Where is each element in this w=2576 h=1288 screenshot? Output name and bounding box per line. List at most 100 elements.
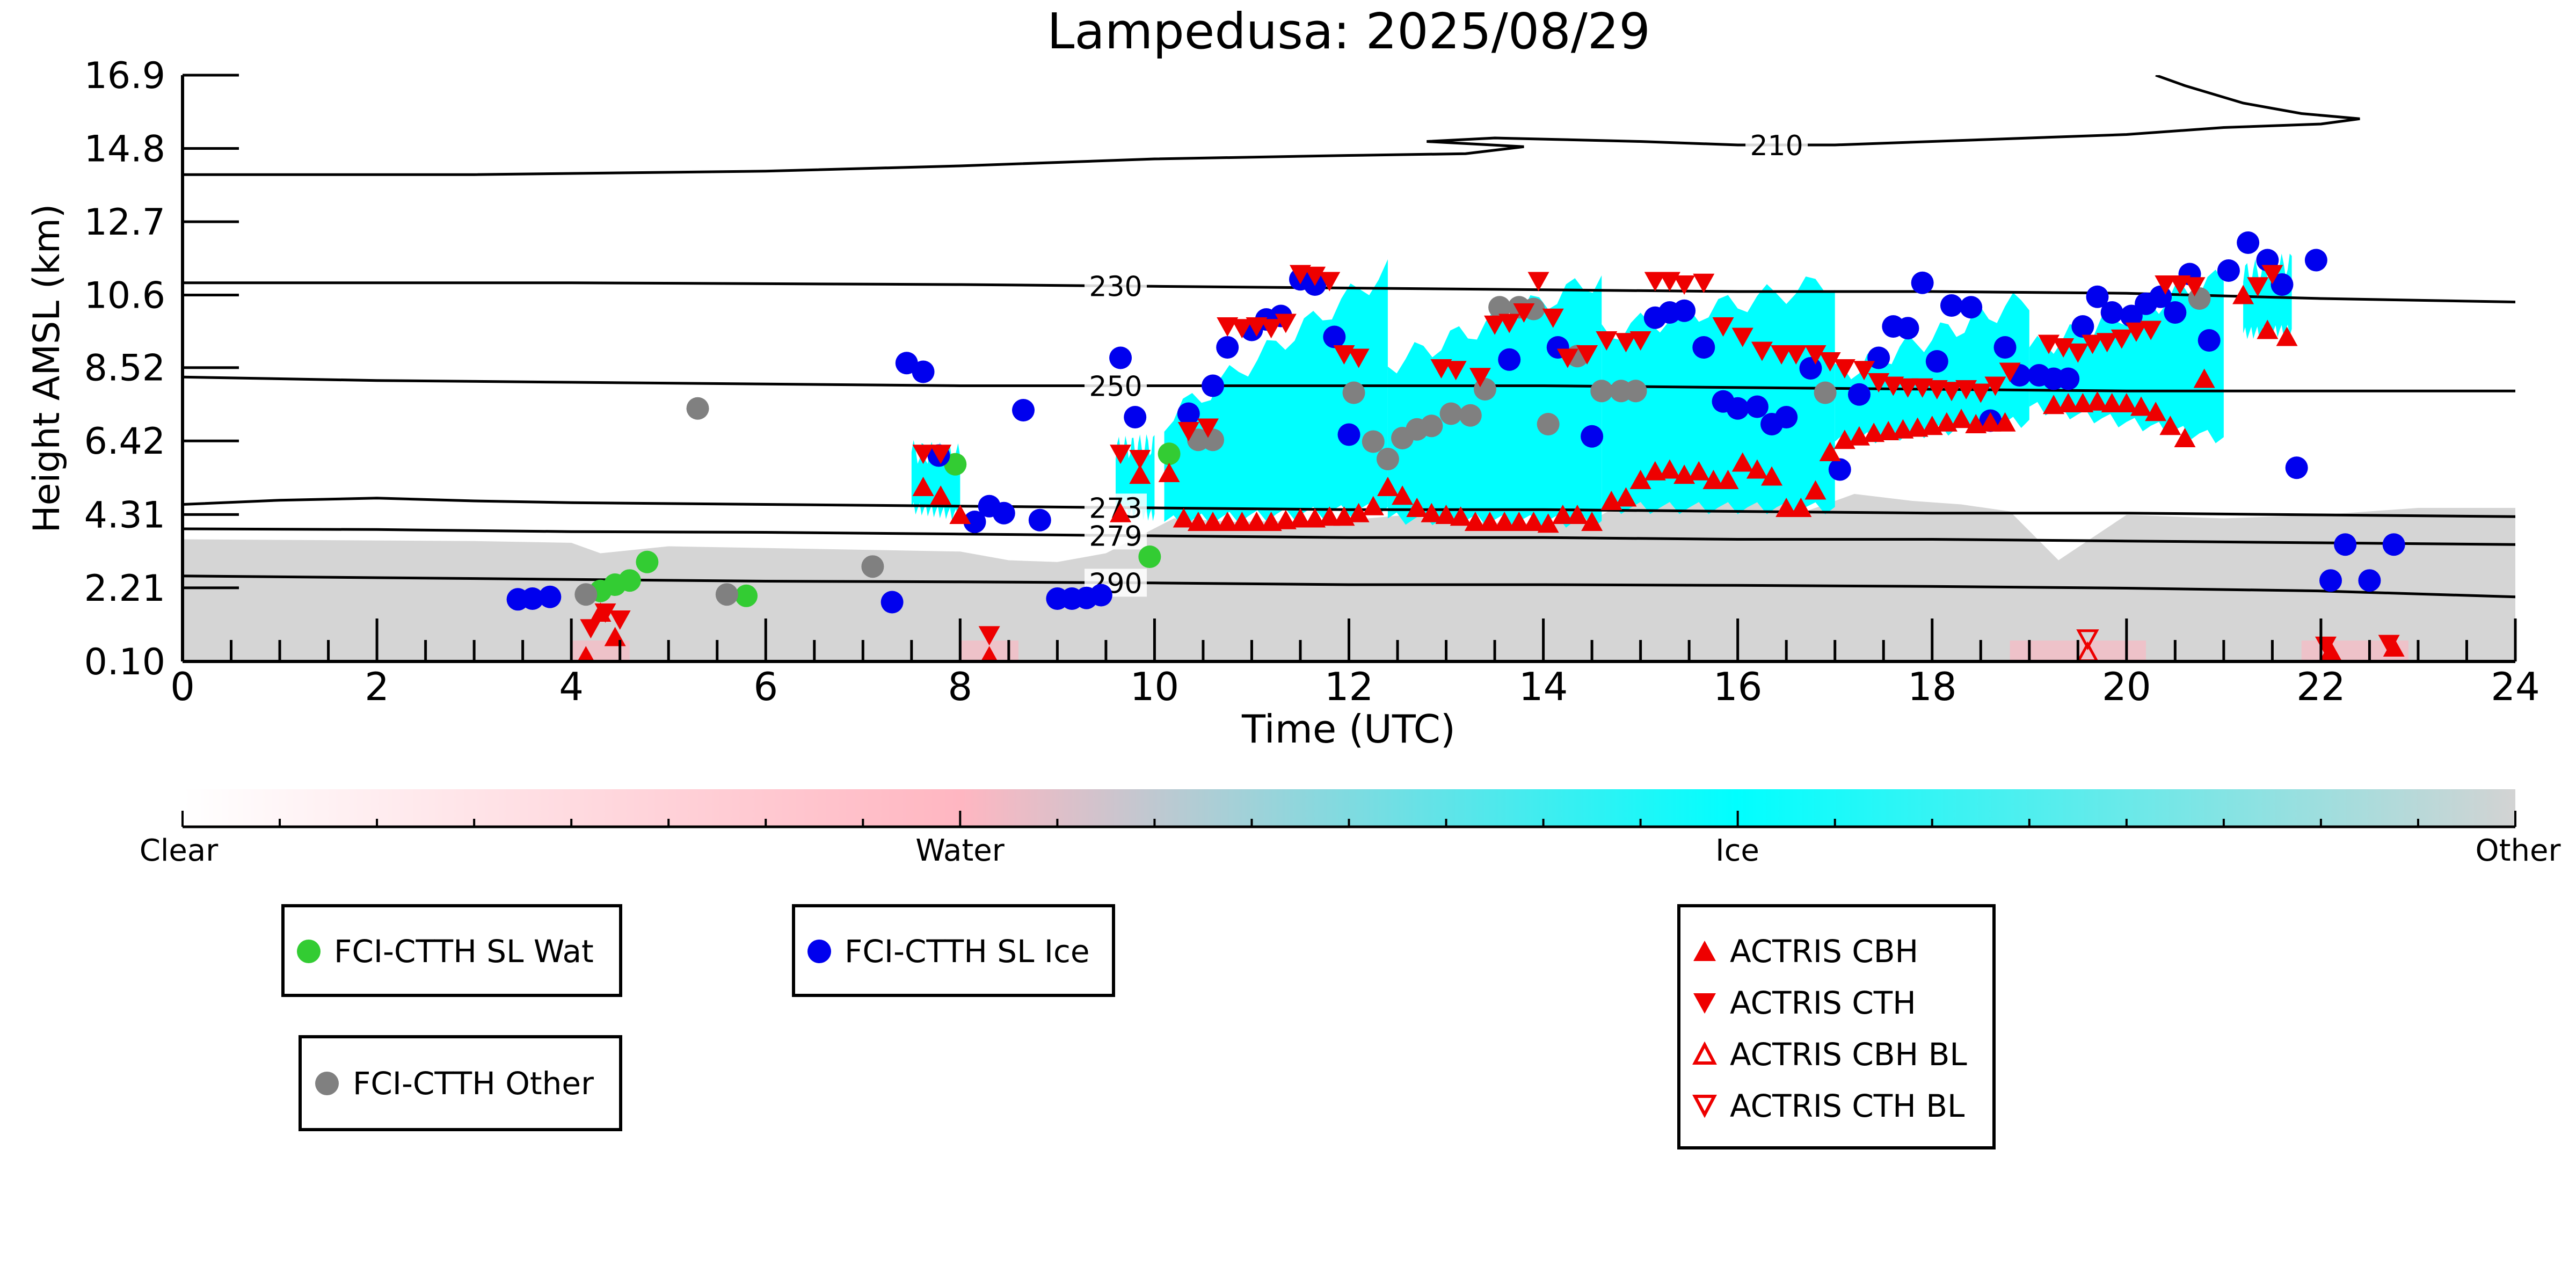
point-actris-cbh-48: [1731, 452, 1753, 472]
point-actris-cbh-17: [1275, 510, 1297, 529]
point-fci-ctth-sl-ice-11: [1028, 508, 1051, 532]
point-actris-cbh-66: [1994, 412, 2016, 432]
point-actris-cbh-31: [1479, 512, 1501, 531]
point-actris-cth-13: [1260, 319, 1282, 339]
point-fci-ctth-sl-ice-1: [521, 587, 544, 610]
contour-label-bg-279: [1085, 521, 1147, 550]
point-actris-cbh-40: [1615, 487, 1637, 507]
x-tick-label: 18: [1908, 664, 1957, 709]
point-actris-cbh-24: [1377, 477, 1399, 496]
point-actris-cbh-9: [1158, 463, 1180, 482]
point-fci-ctth-sl-ice-19: [1202, 374, 1225, 397]
point-actris-cth-8: [1177, 422, 1199, 441]
point-fci-ctth-sl-ice-36: [1726, 397, 1749, 420]
point-actris-cbh-43: [1658, 459, 1680, 479]
point-actris-cbh-76: [2174, 428, 2196, 447]
point-fci-ctth-other-6: [1342, 381, 1365, 404]
y-tick-label: 8.52: [84, 347, 165, 390]
legend-label-cbh: ACTRIS CBH: [1730, 933, 1918, 970]
point-actris-cth-38: [1731, 328, 1753, 347]
point-actris-cth-bl-0: [2076, 629, 2099, 650]
point-actris-cth-4: [930, 445, 952, 464]
point-fci-ctth-sl-ice-66: [2237, 231, 2260, 254]
x-tick-label: 8: [948, 664, 972, 709]
point-actris-cbh-63: [1951, 409, 1973, 428]
point-fci-ctth-sl-ice-3: [881, 591, 904, 614]
point-fci-ctth-sl-ice-34: [1692, 336, 1715, 359]
x-tick-label: 0: [170, 664, 195, 709]
point-actris-cth-58: [2067, 343, 2089, 363]
point-fci-ctth-sl-ice-71: [2319, 569, 2342, 592]
point-actris-cbh-74: [2145, 402, 2167, 421]
x-tick-label: 24: [2491, 664, 2540, 709]
point-actris-cbh-10: [1173, 508, 1195, 528]
x-tick-label: 12: [1325, 664, 1374, 709]
point-actris-cbh-8: [1129, 464, 1151, 484]
point-fci-ctth-sl-ice-4: [895, 352, 918, 375]
point-actris-cth-70: [2378, 635, 2400, 654]
point-actris-cbh-4: [930, 485, 952, 505]
point-actris-cbh-71: [2101, 393, 2123, 412]
point-fci-ctth-sl-ice-39: [1775, 406, 1798, 428]
point-actris-cth-61: [2111, 329, 2133, 349]
x-tick-label: 6: [753, 664, 778, 709]
legend-actris: ACTRIS CBH ACTRIS CTH ACTRIS CBH BL ACTR…: [1677, 904, 1996, 1149]
point-fci-ctth-sl-wat-6: [1138, 545, 1161, 568]
point-fci-ctth-other-12: [1439, 402, 1462, 425]
point-actris-cth-9: [1197, 418, 1219, 438]
point-fci-ctth-sl-ice-16: [1109, 346, 1132, 369]
point-actris-cbh-72: [2115, 393, 2137, 412]
point-actris-cth-31: [1615, 333, 1637, 353]
contour-line-279: [183, 527, 2515, 546]
point-fci-ctth-sl-ice-73: [2358, 569, 2381, 592]
point-fci-ctth-sl-ice-69: [2285, 456, 2308, 479]
contour-line-290: [183, 574, 2515, 599]
point-fci-ctth-sl-ice-41: [1828, 458, 1851, 481]
contour-label-230: 230: [1089, 271, 1142, 303]
point-fci-ctth-sl-ice-45: [1896, 317, 1919, 340]
point-actris-cth-45: [1853, 361, 1875, 381]
contour-label-bg-210: [1745, 131, 1808, 159]
point-fci-ctth-sl-ice-47: [1925, 350, 1948, 373]
point-fci-ctth-sl-ice-20: [1216, 336, 1239, 359]
point-fci-ctth-sl-ice-17: [1124, 406, 1147, 428]
point-actris-cbh-13: [1217, 512, 1239, 531]
point-actris-cth-19: [1348, 348, 1370, 368]
point-actris-cth-64: [2155, 275, 2177, 295]
point-actris-cth-59: [2082, 334, 2104, 354]
point-fci-ctth-sl-ice-9: [992, 501, 1015, 525]
contour-label-210: 210: [1750, 130, 1803, 162]
point-fci-ctth-sl-ice-72: [2334, 533, 2357, 556]
point-fci-ctth-sl-ice-7: [963, 511, 986, 533]
point-actris-cth-23: [1484, 315, 1506, 335]
x-tick-label: 20: [2102, 664, 2151, 709]
point-actris-cbh-79: [2257, 319, 2279, 339]
point-fci-ctth-sl-ice-65: [2217, 259, 2240, 282]
point-actris-cbh-57: [1863, 423, 1885, 442]
contour-label-bg-230: [1085, 272, 1147, 300]
point-fci-ctth-sl-wat-3: [636, 550, 659, 573]
point-actris-cth-37: [1712, 317, 1734, 337]
point-actris-cbh-77: [2193, 368, 2215, 388]
axes: 0 2 4 6 8 10 12 14 16 18 20 22 240.102.214.316.428.5…: [84, 55, 2540, 709]
point-fci-ctth-other-22: [1624, 380, 1647, 403]
point-fci-ctth-sl-ice-68: [2271, 273, 2294, 296]
point-fci-ctth-sl-ice-37: [1745, 395, 1769, 418]
point-actris-cth-54: [1984, 376, 2006, 396]
point-actris-cbh-75: [2159, 416, 2181, 435]
point-fci-ctth-sl-ice-48: [1940, 294, 1963, 317]
point-fci-ctth-sl-ice-42: [1847, 383, 1871, 406]
point-fci-ctth-other-3: [861, 555, 884, 578]
x-tick-label: 22: [2296, 664, 2346, 709]
point-fci-ctth-sl-wat-5: [944, 453, 967, 476]
contour-line-210: [183, 75, 2360, 176]
point-actris-cbh-32: [1494, 512, 1516, 531]
legend-label-wat: FCI-CTTH SL Wat: [334, 933, 594, 970]
point-fci-ctth-sl-wat-4: [735, 584, 758, 607]
colorbar-ticks: [181, 811, 2516, 828]
point-fci-ctth-other-2: [715, 583, 738, 606]
point-fci-ctth-sl-wat-2: [618, 569, 641, 592]
point-actris-cth-29: [1576, 345, 1598, 365]
point-fci-ctth-sl-ice-5: [912, 360, 935, 383]
